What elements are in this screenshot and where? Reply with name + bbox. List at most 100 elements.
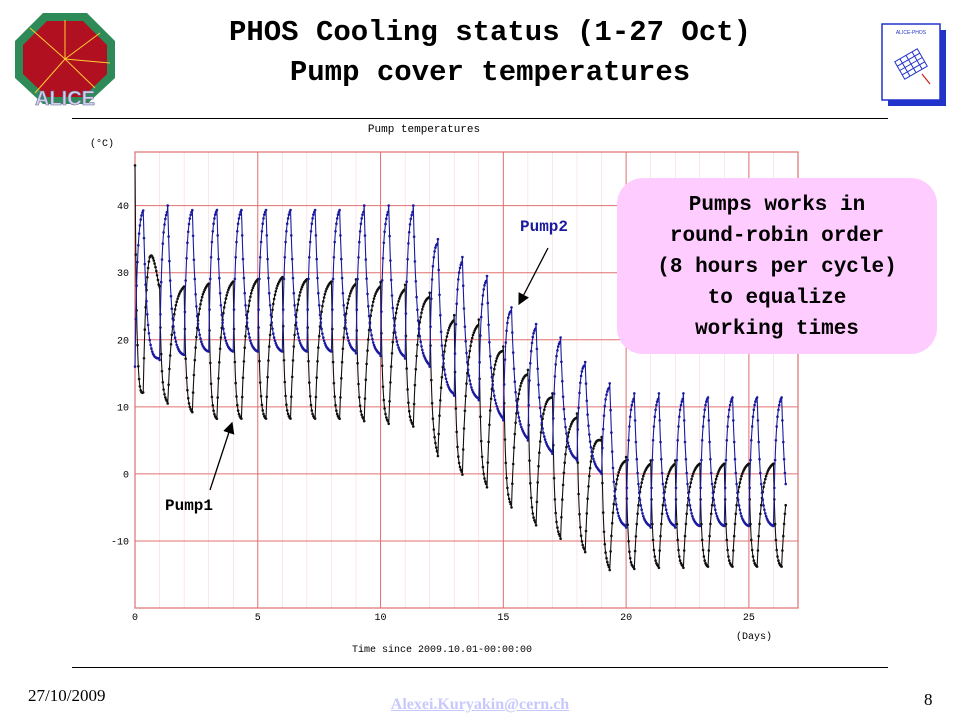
pump2-point [726,425,729,428]
pump2-point [636,471,639,475]
pump1-point [759,503,763,507]
pump2-point [566,441,570,445]
pump1-point [284,394,287,398]
pump2-point [585,399,589,403]
pump1-point [764,474,768,478]
pump2-point [258,256,262,259]
pump2-point [445,380,449,384]
pump1-point [774,538,778,542]
pump1-point [427,296,431,299]
pump2-point [372,343,376,347]
pump1-point [532,516,535,519]
pump2-point [282,277,286,281]
pump1-point [565,445,568,449]
pump2-point [747,524,751,528]
pump2-point [749,458,752,462]
pump2-point [568,447,571,451]
pump1-point [210,395,214,399]
pump2-point [394,331,397,334]
pump1-point [419,315,423,319]
x-axis-label: Time since 2009.10.01-00:00:00 [352,644,532,656]
pump2-point [486,301,490,305]
pump1-point [235,395,238,398]
pump1-point [258,381,262,384]
pump2-point [347,339,350,343]
callout-line: Pumps works in [688,194,866,217]
pump1-point [273,293,277,297]
pump1-point [629,561,633,564]
pump2-point [513,380,517,384]
pump2-point [480,303,484,306]
pump1-point [552,476,556,480]
pump2-point [733,457,737,461]
pump2-point [452,394,456,397]
pump2-point [339,234,342,237]
pump2-point [285,230,288,233]
pump1-point [637,503,640,507]
pump2-point [578,391,581,395]
pump1-point [494,359,498,363]
pump2-point [780,396,783,399]
pump2-point [613,489,616,493]
pump1-point [726,548,729,552]
pump2-point [240,208,243,212]
pump2-point [309,230,313,233]
pump2-point [150,347,153,350]
pump2-point [455,302,459,305]
pump1-point [583,550,587,554]
callout-box: Pumps works in round-robin order (8 hour… [617,178,937,354]
pump2-point [552,417,555,420]
pump2-point [371,337,374,341]
pump2-point [700,458,703,462]
pump2-point [607,386,611,390]
pump2-point [565,432,568,435]
pump1-point [651,538,655,542]
pump1-point [282,359,286,362]
pump2-point [707,419,711,422]
pump1-point [307,359,310,363]
pump2-point [164,213,168,217]
pump2-point [256,350,260,353]
pump1-point [353,283,357,286]
pump2-point [702,415,706,419]
pump1-point [666,474,670,478]
pump2-point [382,241,386,245]
pump1-point [587,485,590,488]
pump1-point [144,306,147,309]
pump2-point [539,414,543,418]
pump1-point [483,477,486,480]
pump1-point [641,477,644,481]
pump1-point [495,357,499,360]
pump2-point [537,383,540,387]
pump2-point [439,313,442,317]
pump1-point [782,534,785,538]
pump1-point [146,266,150,270]
pump1-point [617,471,620,474]
x-tick-label: 5 [255,613,261,624]
pump2-point [492,389,495,393]
pump2-point [709,471,713,475]
pump2-point [238,213,242,216]
pump2-point [465,351,468,355]
pump2-point [608,382,611,385]
pump2-point [273,339,277,343]
pump2-point [217,257,220,261]
pump2-point [576,428,580,431]
pump1-point [358,396,361,399]
pump2-point [213,213,217,216]
pump2-point [313,208,317,212]
pump1-point [295,308,299,312]
pump2-point [245,321,249,324]
pump2-point [291,276,295,280]
pump2-point [751,415,755,419]
pump1-point [688,485,692,489]
pump2-point [505,329,508,333]
pump1-point [556,530,560,533]
footer-email-link[interactable]: Alexei.Kuryakin@cern.ch [390,696,570,713]
pump1-point [222,306,226,309]
pump1-point [147,260,151,263]
pump2-point [137,232,141,235]
pump1-point [367,338,370,341]
pump2-point [550,450,553,453]
pump1-point [241,376,245,380]
